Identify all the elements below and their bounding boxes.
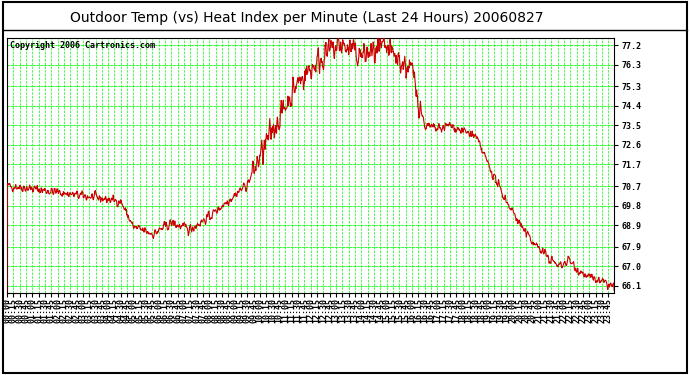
Text: Copyright 2006 Cartronics.com: Copyright 2006 Cartronics.com	[10, 41, 155, 50]
Text: Outdoor Temp (vs) Heat Index per Minute (Last 24 Hours) 20060827: Outdoor Temp (vs) Heat Index per Minute …	[70, 11, 544, 25]
